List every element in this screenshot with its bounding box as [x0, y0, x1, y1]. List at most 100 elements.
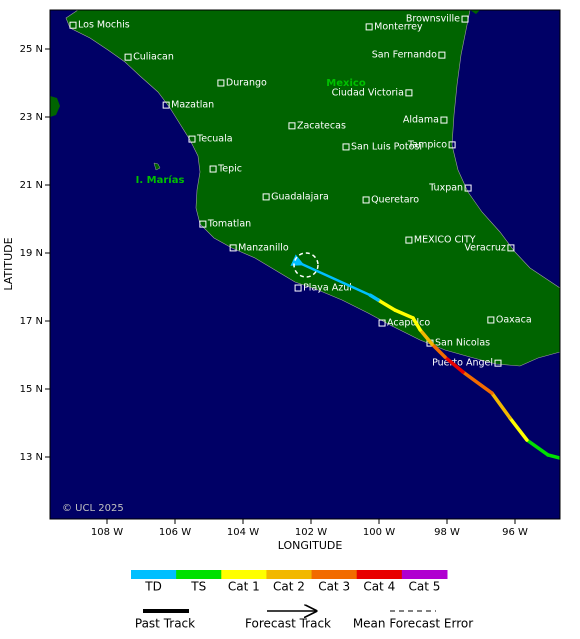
y-tick-label: 21 N [20, 180, 43, 191]
city-label: MEXICO CITY [414, 235, 476, 246]
city-marker [342, 143, 350, 151]
city-marker [294, 284, 302, 292]
city-marker [229, 244, 237, 252]
track-legend-label: Forecast Track [245, 617, 331, 631]
city-marker [405, 236, 413, 244]
category-label: Cat 3 [318, 580, 350, 594]
city-marker [162, 101, 170, 109]
copyright: © UCL 2025 [62, 503, 124, 514]
city-label: Monterrey [374, 21, 423, 32]
forecast-track-segment [290, 254, 372, 297]
city-label: Tepic [217, 164, 242, 175]
city-marker [362, 196, 370, 204]
city-marker [262, 193, 270, 201]
category-swatch [266, 570, 313, 579]
city-label: Tampico [407, 139, 447, 150]
category-label: Cat 4 [363, 580, 395, 594]
city-marker [440, 116, 448, 124]
past-track-segment [525, 438, 550, 457]
city-label: Guadalajara [271, 191, 329, 202]
land-islas-marias [153, 162, 161, 171]
past-track-segment [430, 342, 447, 359]
past-track-segment [368, 293, 380, 302]
city-marker [209, 165, 217, 173]
x-tick-label: 106 W [159, 527, 191, 538]
land-baja-tip [50, 96, 60, 117]
city-label: Brownsville [406, 14, 460, 25]
city-marker [464, 184, 472, 192]
city-label: Tuxpan [428, 183, 463, 194]
forecast-error-circle [293, 252, 319, 278]
x-tick-label: 102 W [295, 527, 327, 538]
map: Los Mochis Culiacan Durango Mazatlan Tecuala… [50, 10, 560, 519]
past-track-segment [508, 416, 529, 442]
region-label: Mexico [326, 78, 366, 89]
city-marker [217, 79, 225, 87]
past-track-segment [393, 308, 415, 320]
city-label: Zacatecas [297, 120, 346, 131]
y-tick-label: 19 N [20, 248, 43, 259]
city-label: Queretaro [371, 194, 419, 205]
track-legend-label: Past Track [135, 617, 195, 631]
category-swatch [401, 570, 448, 579]
y-tick-label: 13 N [20, 452, 43, 463]
city-marker [288, 122, 296, 130]
x-tick-label: 108 W [91, 527, 123, 538]
category-swatch [131, 570, 177, 579]
y-tick-label: 15 N [20, 384, 43, 395]
category-label: TS [190, 580, 206, 594]
y-tick-label: 17 N [20, 316, 43, 327]
land-texas [470, 10, 480, 14]
category-label: Cat 5 [408, 580, 440, 594]
city-marker [494, 359, 502, 367]
city-label: Culiacan [133, 52, 174, 63]
city-label: Aldama [403, 115, 439, 126]
city-label: Durango [226, 78, 267, 89]
region-label: I. Marías [136, 174, 185, 186]
city-marker [69, 21, 77, 29]
city-label: Oaxaca [496, 314, 532, 325]
past-track-segment [443, 355, 465, 374]
x-tick-label: 96 W [502, 527, 528, 538]
city-marker [365, 23, 373, 31]
category-swatch [356, 570, 403, 579]
category-swatch [176, 570, 222, 579]
past-track-segment [546, 453, 560, 460]
x-tick-label: 104 W [227, 527, 259, 538]
x-axis-title: LONGITUDE [278, 539, 343, 552]
city-label: Ciudad Victoria [332, 87, 404, 98]
city-marker [487, 316, 495, 324]
past-track-segment [411, 316, 422, 332]
category-swatch [311, 570, 358, 579]
city-label: San Luis Potosi [351, 141, 422, 152]
city-label: Mazatlan [171, 100, 214, 111]
track-legend-label: Mean Forecast Error [353, 617, 473, 631]
past-track-segment [418, 328, 434, 346]
city-marker [507, 244, 515, 252]
category-label: TD [144, 580, 162, 594]
category-label: Cat 1 [228, 580, 260, 594]
city-marker [188, 135, 196, 143]
city-label: Acapulco [387, 318, 430, 329]
past-track-segment [490, 391, 512, 420]
x-tick-label: 100 W [363, 527, 395, 538]
city-marker [405, 89, 413, 97]
city-label: Tomatlan [207, 219, 251, 230]
map-frame [49, 9, 561, 520]
city-label: Veracruz [464, 242, 505, 253]
past-track-segment [376, 298, 397, 312]
city-marker [199, 220, 207, 228]
city-marker [461, 15, 469, 23]
city-label: Puerto Angel [432, 358, 493, 369]
city-marker [124, 53, 132, 61]
city-marker [438, 51, 446, 59]
y-tick-label: 25 N [20, 44, 43, 55]
city-label: San Nicolas [435, 338, 490, 349]
city-marker [378, 319, 386, 327]
city-label: Tecuala [196, 134, 233, 145]
category-label: Cat 2 [273, 580, 305, 594]
past-track-segment [461, 370, 494, 395]
city-marker [448, 141, 456, 149]
city-label: Manzanillo [238, 242, 289, 253]
